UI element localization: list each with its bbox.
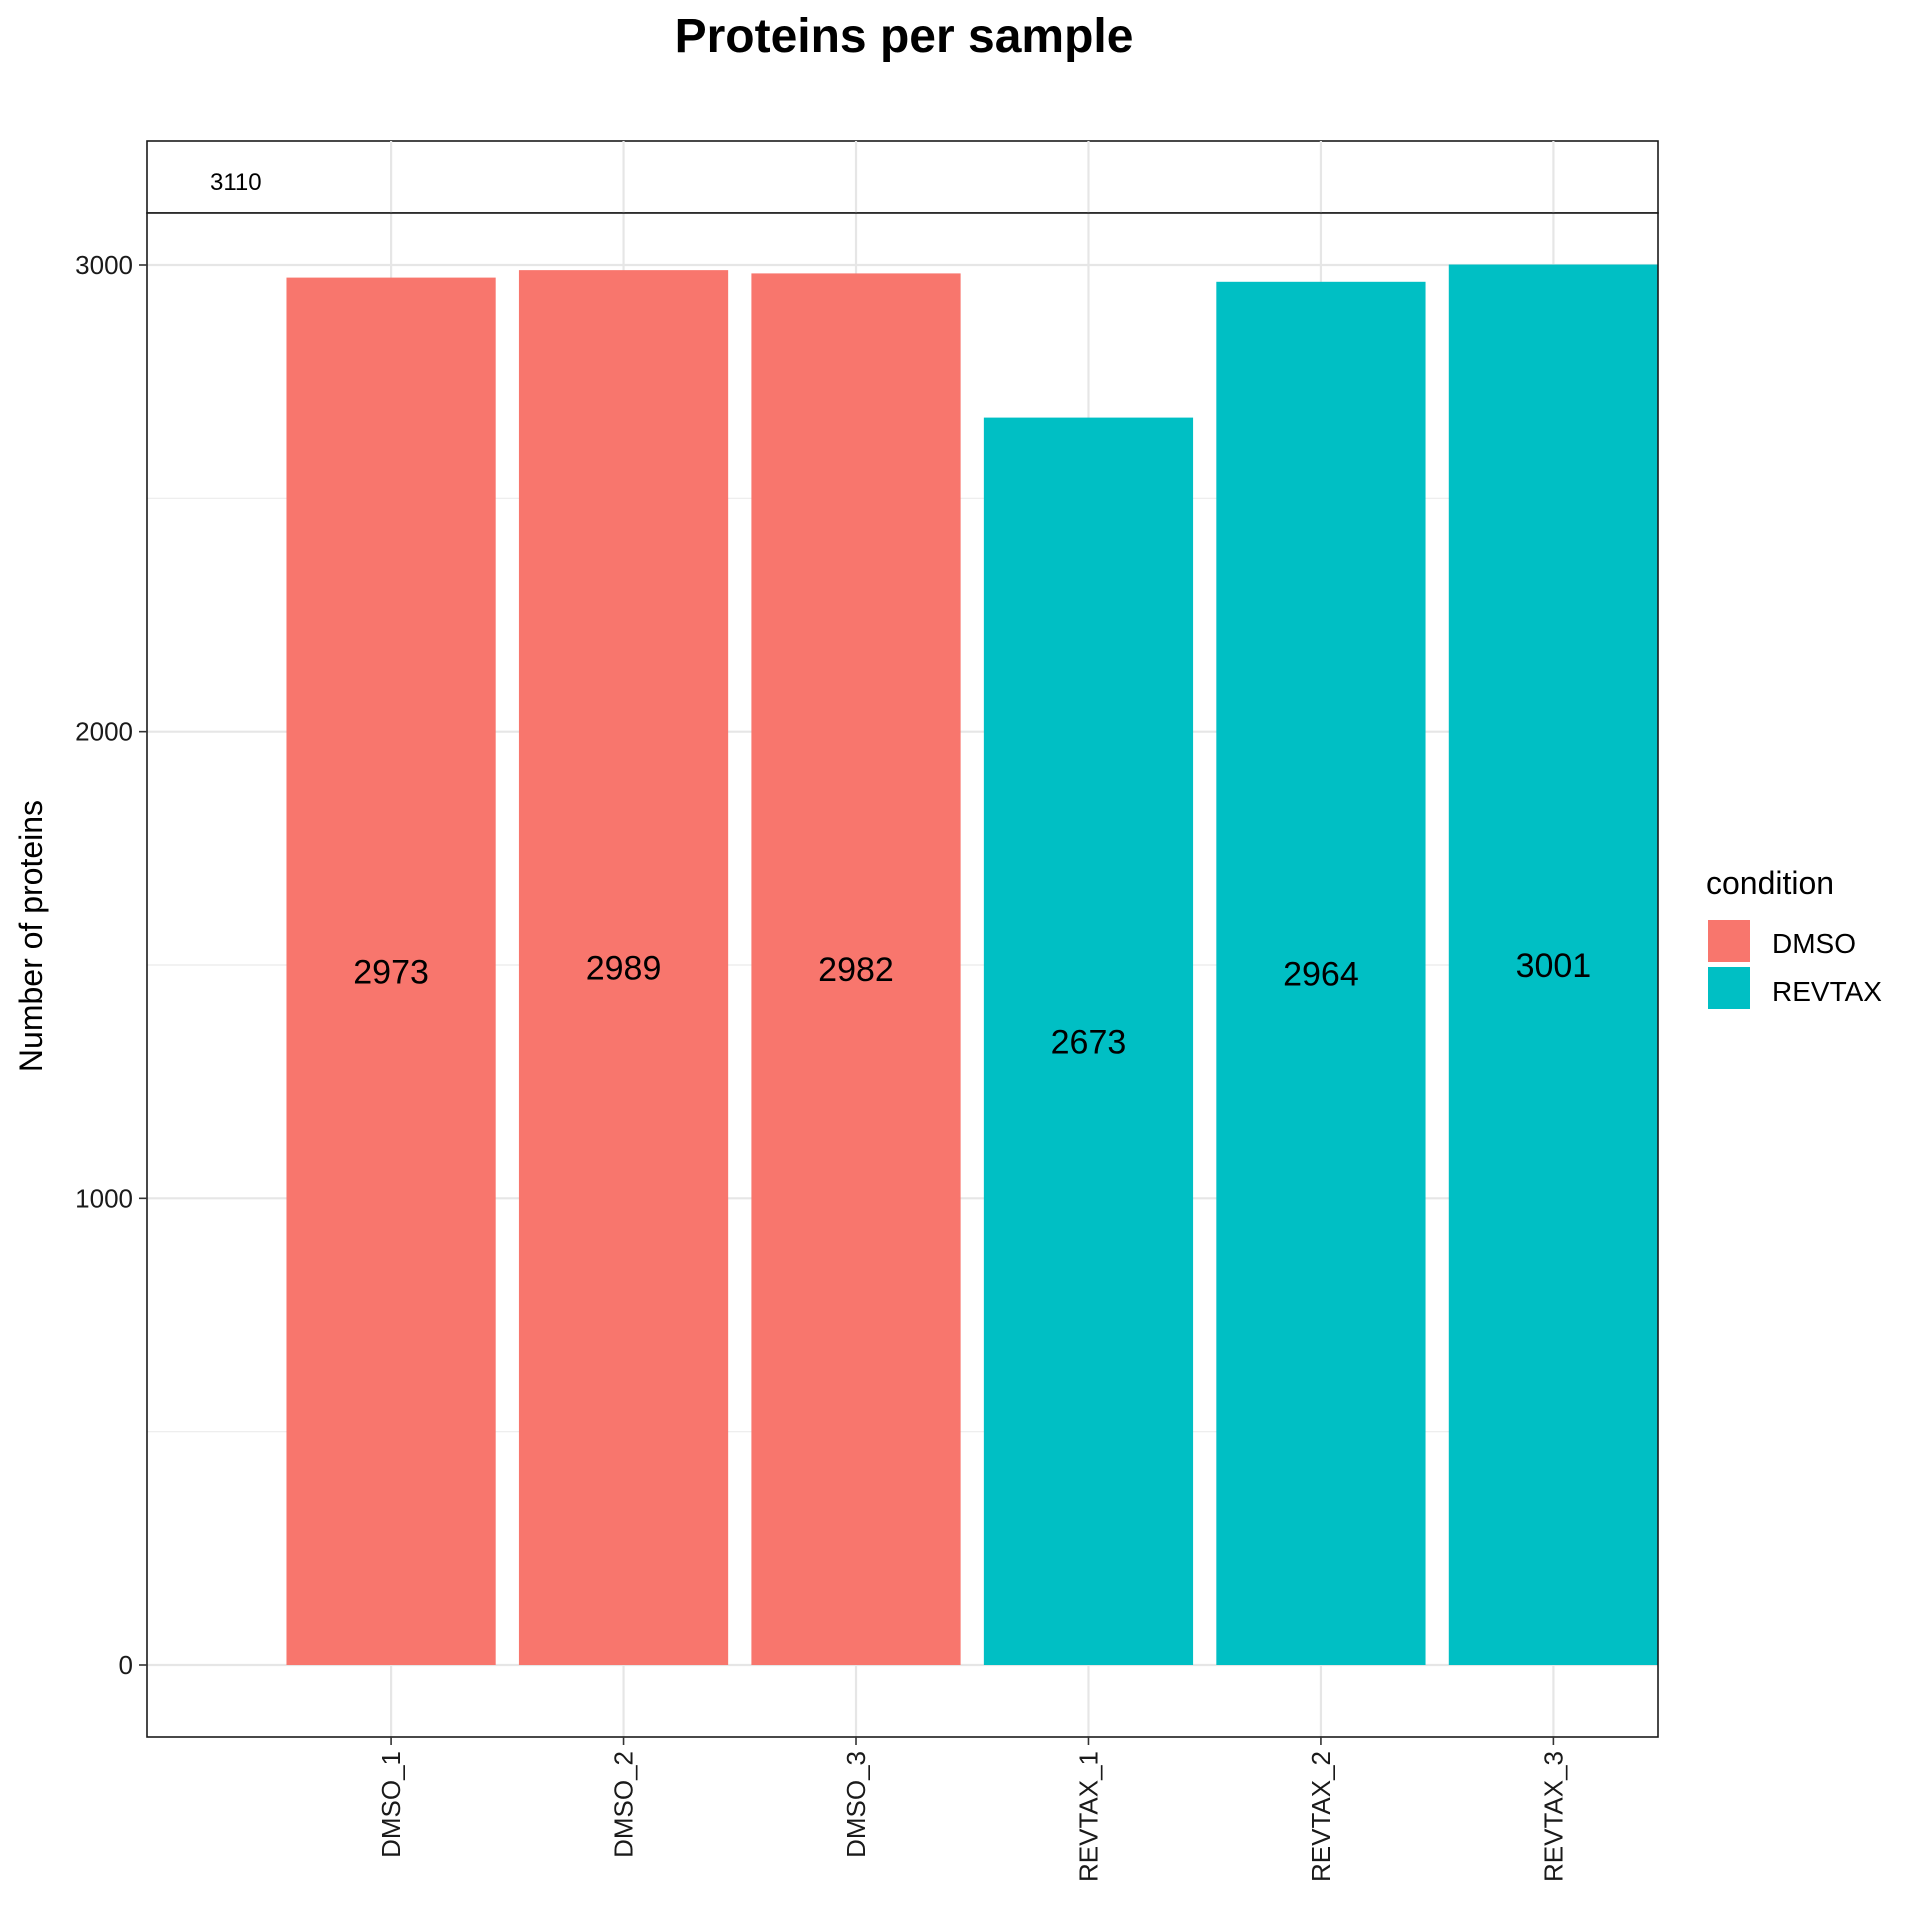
legend-key-revtax <box>1708 967 1750 1009</box>
y-tick-label: 2000 <box>75 717 133 747</box>
bar-dmso-2 <box>518 270 729 1666</box>
legend-label-revtax: REVTAX <box>1772 976 1882 1007</box>
bar-value-labels: 2973 2989 2982 2673 2964 3001 <box>353 947 1591 1062</box>
bar-revtax-3 <box>1448 264 1658 1665</box>
legend-key-dmso <box>1708 920 1750 962</box>
bars <box>286 264 1658 1666</box>
plot-panel-border <box>146 212 1659 1738</box>
y-tick-label: 1000 <box>75 1183 133 1213</box>
y-axis-title: Number of proteins <box>13 800 49 1072</box>
bar-dmso-1 <box>286 277 496 1666</box>
x-tick-label: DMSO_1 <box>376 1751 406 1858</box>
bar-value-label: 3001 <box>1516 947 1592 985</box>
legend-title: condition <box>1706 865 1834 901</box>
legend: condition DMSO REVTAX <box>1706 865 1882 1009</box>
x-tick-label: REVTAX_1 <box>1073 1751 1103 1882</box>
bar-value-label: 2982 <box>818 951 894 989</box>
bar-revtax-2 <box>1216 281 1426 1665</box>
facet-strip <box>146 140 1659 214</box>
y-tick-label: 0 <box>119 1650 133 1680</box>
x-tick-label: DMSO_2 <box>609 1751 639 1858</box>
facet-strip-label: 3110 <box>210 169 262 196</box>
x-tick-label: REVTAX_2 <box>1306 1751 1336 1882</box>
x-tick-label: REVTAX_3 <box>1538 1751 1568 1882</box>
x-tick-label: DMSO_3 <box>841 1751 871 1858</box>
bar-value-label: 2989 <box>586 950 662 988</box>
bar-value-label: 2673 <box>1051 1023 1127 1061</box>
legend-label-dmso: DMSO <box>1772 928 1856 959</box>
bar-dmso-3 <box>751 273 961 1665</box>
x-axis: DMSO_1 DMSO_2 DMSO_3 REVTAX_1 REVTAX_2 REVTAX… <box>376 1737 1568 1882</box>
bar-revtax-1 <box>983 417 1194 1666</box>
bar-value-label: 2973 <box>353 953 429 991</box>
y-tick-label: 3000 <box>75 250 133 280</box>
y-axis: 0 1000 2000 3000 <box>75 250 147 1680</box>
bar-value-label: 2964 <box>1283 955 1359 993</box>
chart-title: Proteins per sample <box>675 10 1134 63</box>
